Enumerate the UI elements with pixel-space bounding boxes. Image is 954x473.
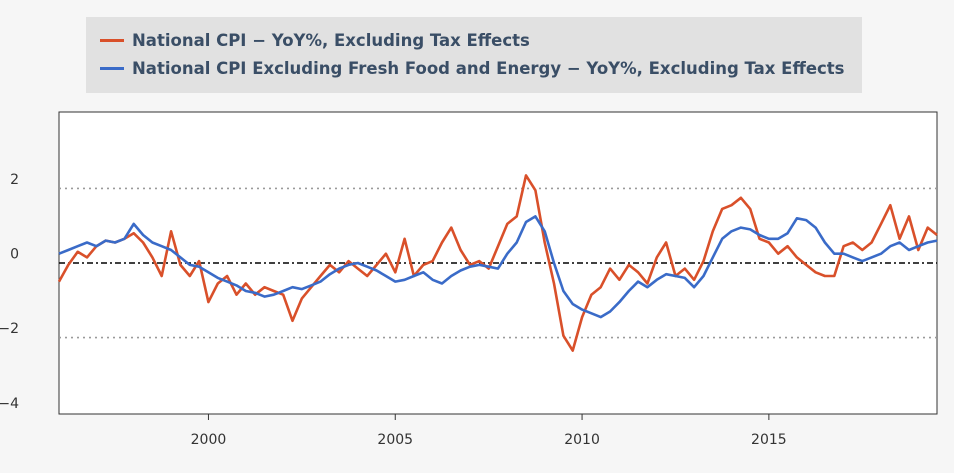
legend-swatch-national-cpi [100,38,124,42]
legend-label-national-cpi: National CPI − YoY%, Excluding Tax Effec… [132,30,530,50]
x-tick-label: 2000 [191,432,227,448]
x-tick-label: 2005 [377,432,413,448]
series-layer [57,174,938,352]
y-tick-label: 0 [10,247,19,263]
x-axis: 2000 2005 2010 2015 [191,414,787,448]
legend-item-core-cpi[interactable]: National CPI Excluding Fresh Food and En… [100,57,845,79]
y-tick-label: −2 [0,321,19,337]
x-tick-label: 2015 [751,432,787,448]
y-tick-label: 2 [10,172,19,188]
legend-item-national-cpi[interactable]: National CPI − YoY%, Excluding Tax Effec… [100,29,530,51]
legend-label-core-cpi: National CPI Excluding Fresh Food and En… [132,58,845,78]
series-line-core-cpi [58,215,938,319]
series-line-national-cpi [57,174,938,352]
legend-swatch-core-cpi [100,66,124,70]
y-axis: 2 0 −2 −4 [0,172,19,412]
reference-lines [59,187,937,339]
chart-legend: National CPI − YoY%, Excluding Tax Effec… [86,17,862,93]
y-tick-label: −4 [0,396,19,412]
x-tick-label: 2010 [564,432,600,448]
